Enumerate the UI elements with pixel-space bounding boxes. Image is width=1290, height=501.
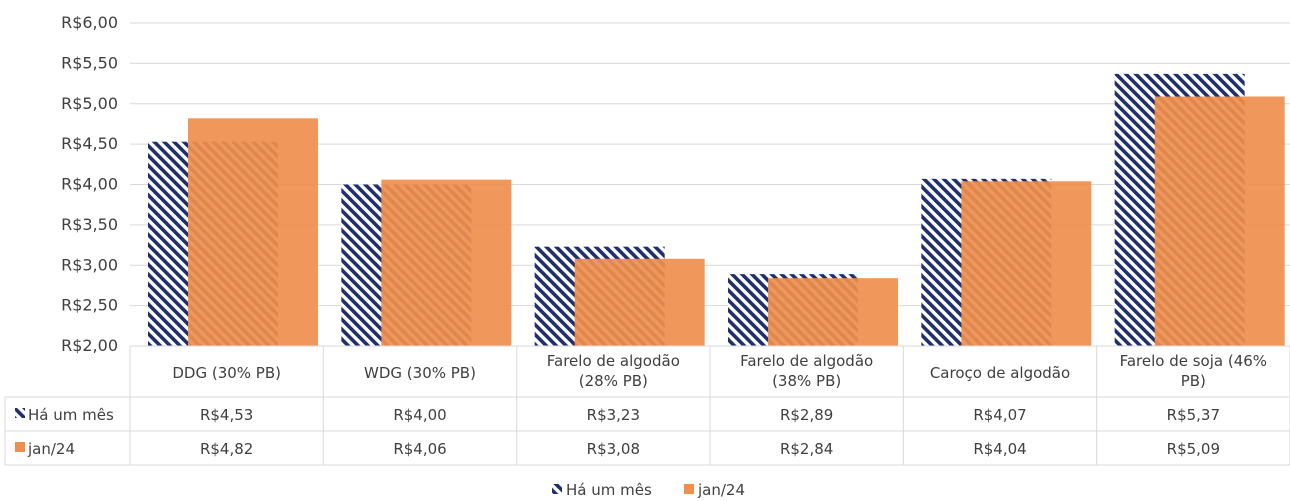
bar-jan-24 <box>1154 96 1285 346</box>
bar-jan-24 <box>574 258 705 346</box>
legend-label-jan-24: jan/24 <box>697 481 745 499</box>
category-label: (38% PB) <box>772 372 841 390</box>
y-tick-label: R$5,00 <box>61 94 118 113</box>
bar-jan-24 <box>961 181 1092 346</box>
category-label: Farelo de algodão <box>740 352 873 370</box>
y-tick-label: R$3,50 <box>61 215 118 234</box>
bar-jan-24 <box>381 179 512 346</box>
table-cell-jan-24: R$2,84 <box>780 440 833 458</box>
table-cell-jan-24: R$4,82 <box>200 440 253 458</box>
legend-swatch-jan-24 <box>684 484 694 494</box>
y-tick-label: R$4,50 <box>61 134 118 153</box>
category-label: Caroço de algodão <box>930 364 1070 382</box>
row-key-jan-24 <box>15 442 25 452</box>
table-cell-ha-um-mes: R$2,89 <box>780 406 833 424</box>
table-cell-jan-24: R$4,04 <box>973 440 1026 458</box>
table-cell-ha-um-mes: R$4,53 <box>200 406 253 424</box>
row-key-ha-um-mes <box>15 408 25 418</box>
legend-label-ha-um-mes: Há um mês <box>566 481 652 499</box>
y-tick-label: R$3,00 <box>61 255 118 274</box>
table-cell-ha-um-mes: R$4,07 <box>973 406 1026 424</box>
legend-swatch-ha-um-mes <box>552 484 562 494</box>
table-cell-jan-24: R$5,09 <box>1167 440 1220 458</box>
table-cell-ha-um-mes: R$4,00 <box>393 406 446 424</box>
y-tick-label: R$4,00 <box>61 175 118 194</box>
category-label: Farelo de soja (46% <box>1120 352 1267 370</box>
table-cell-jan-24: R$3,08 <box>587 440 640 458</box>
y-tick-label: R$2,00 <box>61 336 118 355</box>
category-label: WDG (30% PB) <box>364 364 476 382</box>
y-tick-label: R$5,50 <box>61 53 118 72</box>
table-cell-jan-24: R$4,06 <box>393 440 446 458</box>
table-cell-ha-um-mes: R$3,23 <box>587 406 640 424</box>
category-label: PB) <box>1181 372 1206 390</box>
data-table: DDG (30% PB) R$4,53 R$4,82 WDG (30% PB) R$4,… <box>4 345 1290 466</box>
category-label: Farelo de algodão <box>547 352 680 370</box>
row-header-ha-um-mes: Há um mês <box>28 406 114 424</box>
category-label: DDG (30% PB) <box>172 364 281 382</box>
row-header-jan-24: jan/24 <box>27 440 75 458</box>
y-tick-label: R$6,00 <box>61 13 118 32</box>
bar-jan-24 <box>768 278 898 346</box>
y-tick-label: R$2,50 <box>61 296 118 315</box>
y-axis-tick-labels: R$2,00 R$2,50 R$3,00 R$3,50 R$4,00 R$4,50 R$5,… <box>61 13 118 355</box>
bars <box>148 73 1285 346</box>
bar-jan-24 <box>188 118 318 346</box>
gridlines <box>130 22 1290 347</box>
table-cell-ha-um-mes: R$5,37 <box>1167 406 1220 424</box>
category-label: (28% PB) <box>579 372 648 390</box>
legend: Há um mês jan/24 <box>552 481 745 499</box>
